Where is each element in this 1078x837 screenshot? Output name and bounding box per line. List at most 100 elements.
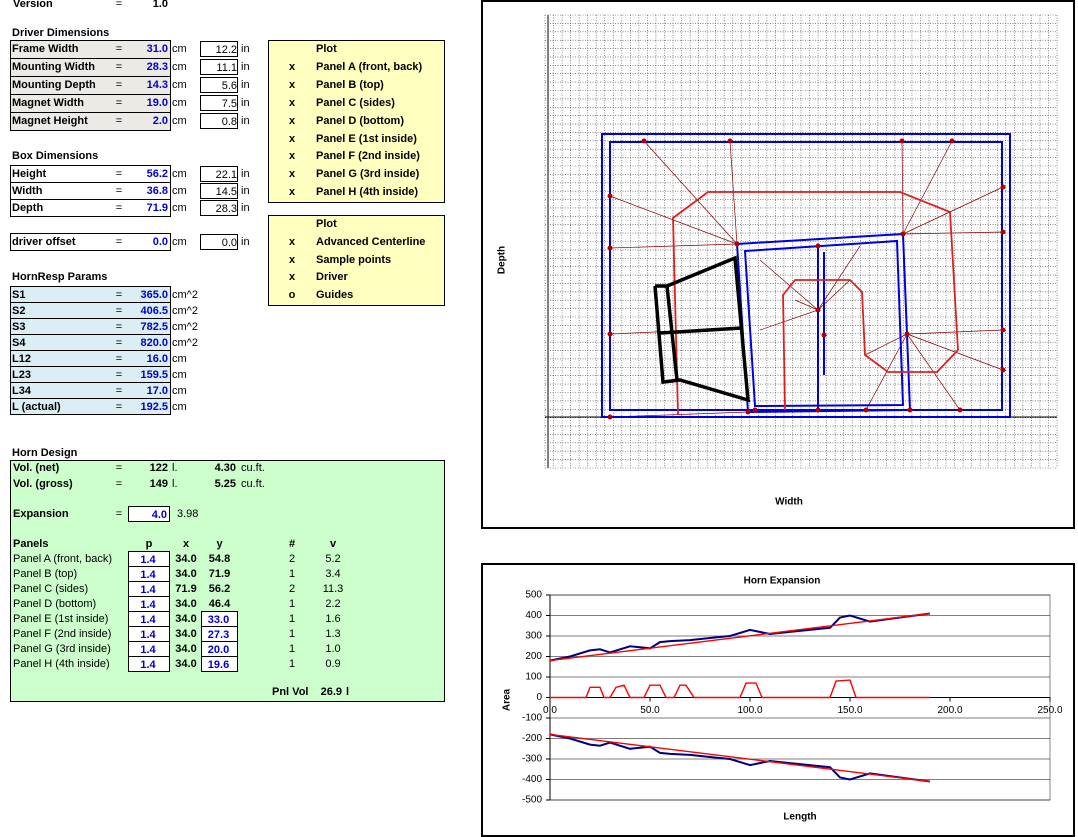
value: 16.0 [146, 353, 168, 365]
chart-frame [481, 563, 1075, 837]
value: 2.0 [152, 115, 168, 127]
y-tick-label: -200 [522, 733, 542, 744]
equals: = [115, 305, 123, 317]
y-tick-label: -500 [522, 795, 542, 806]
plot-label: Panel D (bottom) [316, 114, 404, 127]
y: 56.2 [208, 583, 231, 595]
x: 34.0 [175, 643, 197, 655]
equals: = [115, 478, 123, 490]
value: 36.8 [146, 185, 168, 197]
panel-name: Panel B (top) [13, 568, 78, 580]
unit: in [241, 115, 250, 127]
value: 159.5 [140, 369, 168, 381]
column-header: # [288, 538, 296, 550]
series-line [549, 612, 931, 662]
equals: = [115, 508, 123, 520]
y-tick-label: 400 [525, 610, 542, 621]
series-line [549, 733, 931, 783]
x-tick-label: 150.0 [837, 705, 862, 716]
value: 0.8 [200, 113, 238, 129]
plot-flag: x [288, 253, 296, 266]
value: 17.0 [146, 385, 168, 397]
unit: cm [172, 202, 187, 214]
equals: = [115, 236, 123, 248]
volume: 11.3 [322, 583, 344, 595]
y: 19.6 [201, 656, 238, 672]
value: 1.0 [152, 0, 168, 10]
count: 2 [288, 583, 296, 595]
unit: cm [172, 401, 187, 413]
y: 71.9 [208, 568, 231, 580]
count: 2 [288, 553, 296, 565]
value: 14.5 [200, 183, 238, 199]
unit: in [241, 43, 250, 55]
plot-label: Driver [316, 271, 348, 284]
value: 192.5 [140, 401, 168, 413]
plot-label: Panel A (front, back) [316, 60, 423, 73]
unit: in [241, 168, 250, 180]
plot-flag: o [288, 289, 296, 302]
unit: cu.ft. [241, 462, 265, 474]
plot-flag: x [288, 186, 296, 199]
value: 4.30 [214, 462, 236, 474]
equals: = [115, 401, 123, 413]
driver-outline [653, 255, 750, 403]
volume: 0.9 [325, 658, 341, 670]
count: 1 [288, 568, 296, 580]
label: S1 [12, 289, 26, 301]
unit: l. [172, 478, 178, 490]
equals: = [115, 462, 123, 474]
equals: = [115, 321, 123, 333]
equals: = [115, 202, 123, 214]
label: Vol. (gross) [13, 478, 73, 490]
value: 5.25 [214, 478, 236, 490]
plot-flag: x [288, 78, 296, 91]
x: 71.9 [175, 583, 197, 595]
x-axis-label: Length [783, 812, 816, 823]
unit: cu.ft. [241, 478, 265, 490]
label: Mounting Width [12, 61, 95, 73]
row-box [10, 165, 171, 183]
equals: = [115, 61, 123, 73]
plot-label: Sample points [316, 253, 392, 266]
x-axis-label: Width [775, 497, 803, 508]
series-line [549, 612, 931, 662]
plot-box [268, 215, 445, 306]
y: 33.0 [201, 611, 238, 627]
plot-label: Panel C (sides) [316, 96, 395, 109]
label: Expansion [13, 508, 69, 520]
value: 22.1 [200, 166, 238, 182]
x-tick-label: 200.0 [937, 705, 962, 716]
panel-name: Panel H (4th inside) [13, 658, 110, 670]
x: 34.0 [175, 658, 197, 670]
unit: in [241, 97, 250, 109]
section-title: Box Dimensions [12, 150, 99, 162]
y: 54.8 [208, 553, 231, 565]
value: 14.3 [146, 79, 168, 91]
value: 28.3 [146, 61, 168, 73]
x-tick-label: 0.0 [543, 705, 557, 716]
value: 0.0 [200, 234, 238, 250]
y-axis-label: Depth [497, 246, 508, 274]
equals: = [115, 185, 123, 197]
unit: cm [172, 115, 187, 127]
unit: cm^2 [172, 337, 198, 349]
plot-label: Panel F (2nd inside) [316, 150, 420, 163]
value: 56.2 [146, 168, 168, 180]
p: 1.4 [128, 596, 170, 612]
volume: 3.4 [325, 568, 341, 580]
label: Mounting Depth [12, 79, 96, 91]
count: 1 [288, 598, 296, 610]
y-tick-label: -400 [522, 774, 542, 785]
p: 1.4 [128, 551, 170, 567]
column-header: y [216, 538, 223, 550]
equals: = [115, 115, 123, 127]
value: 7.5 [200, 95, 238, 111]
label: S3 [12, 321, 26, 333]
panel-name: Panel D (bottom) [13, 598, 97, 610]
plot-flag: x [288, 114, 296, 127]
plot-label: Panel G (3rd inside) [316, 168, 420, 181]
series-line [549, 733, 931, 783]
value: 19.0 [146, 97, 168, 109]
